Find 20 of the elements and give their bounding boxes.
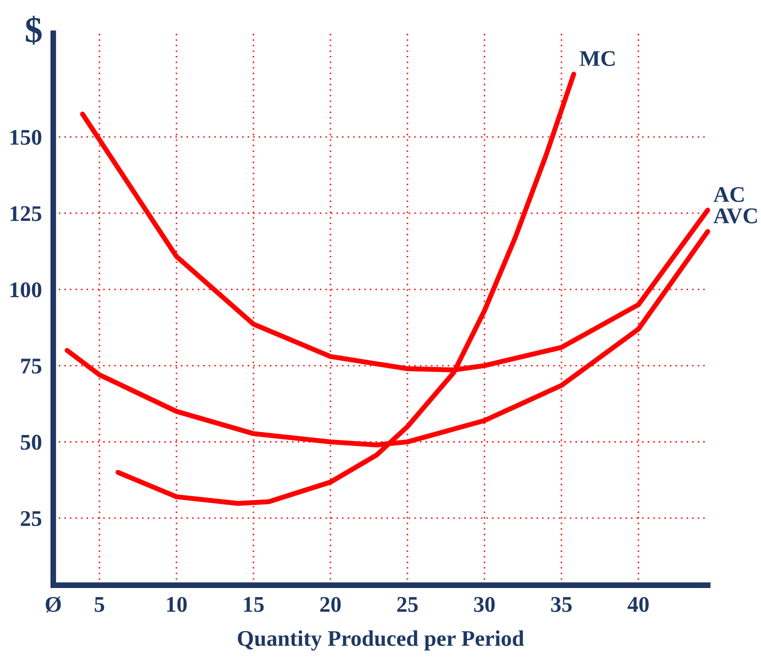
x-axis-title: Quantity Produced per Period	[238, 630, 524, 651]
x-tick-label: 40	[628, 596, 649, 612]
series-label: AVC	[714, 208, 757, 224]
x-tick-label: 30	[474, 596, 495, 612]
series-label: MC	[580, 51, 615, 66]
x-tick-label: 10	[167, 596, 187, 612]
y-tick-label: 75	[21, 358, 42, 374]
y-axis-title: $	[26, 16, 42, 45]
x-tick-label: 5	[94, 597, 104, 612]
y-tick-label: 150	[10, 130, 42, 145]
y-tick-label: 125	[10, 206, 42, 222]
x-tick-label: Ø	[46, 596, 61, 612]
y-tick-label: 25	[20, 511, 42, 526]
y-tick-label: 100	[10, 282, 42, 298]
x-tick-label: 25	[397, 597, 418, 612]
series-label: AC	[714, 187, 744, 202]
x-tick-label: 20	[320, 596, 341, 612]
x-tick-label: 35	[551, 597, 572, 612]
x-tick-label: 15	[244, 597, 264, 612]
y-tick-label: 50	[20, 434, 42, 450]
